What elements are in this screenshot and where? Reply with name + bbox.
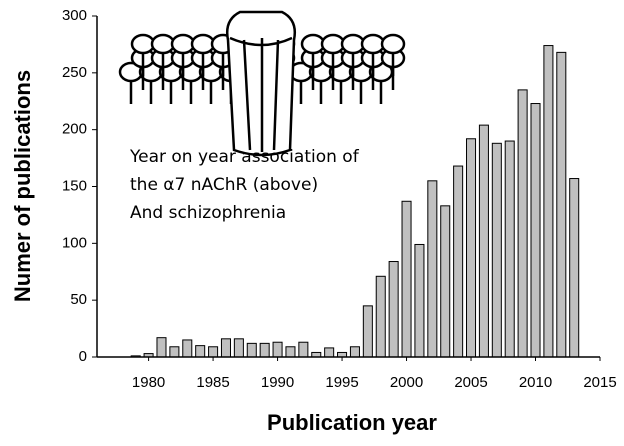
lipid-head [300,33,326,55]
bar [427,180,438,358]
bar [478,124,489,358]
bar [182,339,193,358]
lipid-head [380,33,406,55]
x-tick-label: 2015 [583,374,616,391]
annotation: And schizophrenia [130,203,286,223]
bar [466,138,477,358]
x-axis-title: Publication year [267,410,437,435]
y-tick-label: 100 [62,234,87,251]
bar [349,346,360,358]
y-tick-label: 300 [62,7,87,24]
bar [504,140,515,358]
bar [208,346,219,358]
bar [298,341,309,358]
lipid-head [170,33,196,55]
x-tick-label: 2000 [390,374,423,391]
bar [375,275,386,358]
bar [530,103,541,358]
bar [414,243,425,358]
bar [285,346,296,358]
receptor-line [229,36,293,152]
lipid-head [150,33,176,55]
annotation: the α7 nAChR (above) [130,175,318,195]
bar [569,178,580,358]
annotation: Year on year association of [129,147,360,167]
bar [246,342,257,358]
bar [195,345,206,358]
bar [169,346,180,358]
bar [272,341,283,358]
lipid-head [340,33,366,55]
bar [517,89,528,358]
bar [324,347,335,358]
y-tick-label: 200 [62,121,87,138]
bar [556,51,567,358]
lipid-head [130,33,156,55]
bar [388,261,399,358]
x-tick-label: 2005 [454,374,487,391]
bar [440,205,451,358]
bar [491,142,502,358]
lipid-head [190,33,216,55]
x-tick-label: 1985 [196,374,229,391]
x-tick-label: 1980 [132,374,165,391]
lipid-head [360,33,386,55]
bar [362,305,373,358]
y-axis-title: Numer of publications [10,70,35,302]
bar [543,45,554,358]
bar [401,200,412,358]
receptor-illustration [118,10,406,157]
y-tick-label: 250 [62,64,87,81]
bar [259,342,270,358]
lipid-head [320,33,346,55]
y-tick-label: 150 [62,177,87,194]
bar [156,337,167,358]
x-tick-label: 2010 [519,374,552,391]
x-tick-label: 1990 [261,374,294,391]
bar [233,338,244,358]
bar [220,338,231,358]
x-tick-label: 1995 [325,374,358,391]
bar [453,165,464,358]
y-tick-label: 0 [79,348,87,365]
y-tick-label: 50 [70,291,87,308]
